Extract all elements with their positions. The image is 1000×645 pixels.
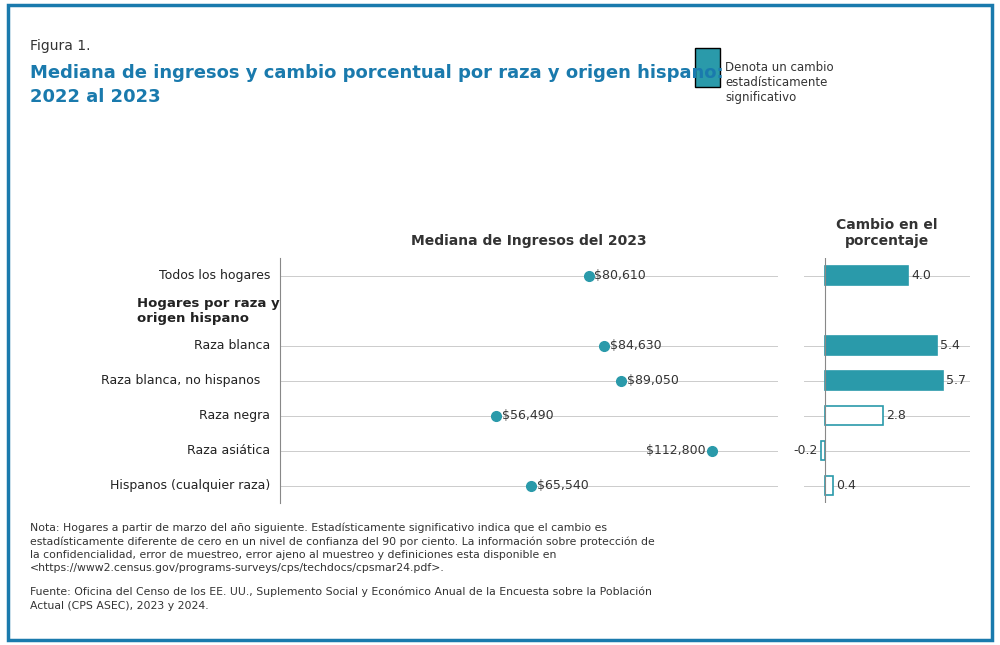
Text: Todos los hogares: Todos los hogares xyxy=(159,269,270,282)
Text: -0.2: -0.2 xyxy=(793,444,818,457)
Text: Raza blanca, no hispanos: Raza blanca, no hispanos xyxy=(101,374,260,387)
Text: Raza asiática: Raza asiática xyxy=(187,444,270,457)
Text: Mediana de ingresos y cambio porcentual por raza y origen hispano:
2022 al 2023: Mediana de ingresos y cambio porcentual … xyxy=(30,64,724,106)
Text: Hispanos (cualquier raza): Hispanos (cualquier raza) xyxy=(110,479,270,492)
Bar xyxy=(825,336,937,355)
Bar xyxy=(825,266,908,285)
Text: $56,490: $56,490 xyxy=(502,409,554,422)
Text: 2.8: 2.8 xyxy=(886,409,906,422)
Text: Mediana de Ingresos del 2023: Mediana de Ingresos del 2023 xyxy=(411,234,647,248)
Text: 4.0: 4.0 xyxy=(911,269,931,282)
Text: $89,050: $89,050 xyxy=(627,374,678,387)
Bar xyxy=(825,406,883,425)
Text: Figura 1.: Figura 1. xyxy=(30,39,90,53)
Bar xyxy=(825,476,833,495)
Text: 0.4: 0.4 xyxy=(836,479,856,492)
Text: Denota un cambio
estadísticamente
significativo: Denota un cambio estadísticamente signif… xyxy=(725,61,834,104)
Text: 5.7: 5.7 xyxy=(946,374,966,387)
Text: Hogares por raza y
origen hispano: Hogares por raza y origen hispano xyxy=(137,297,280,324)
Text: Nota: Hogares a partir de marzo del año siguiente. Estadísticamente significativ: Nota: Hogares a partir de marzo del año … xyxy=(30,522,655,573)
Text: $112,800: $112,800 xyxy=(646,444,706,457)
Text: Cambio en el
porcentaje: Cambio en el porcentaje xyxy=(836,218,938,248)
Text: 5.4: 5.4 xyxy=(940,339,960,352)
Text: $84,630: $84,630 xyxy=(610,339,661,352)
Text: Fuente: Oficina del Censo de los EE. UU., Suplemento Social y Económico Anual de: Fuente: Oficina del Censo de los EE. UU.… xyxy=(30,587,652,611)
Bar xyxy=(821,441,825,461)
Text: $65,540: $65,540 xyxy=(537,479,588,492)
Text: Raza blanca: Raza blanca xyxy=(194,339,270,352)
Text: $80,610: $80,610 xyxy=(594,269,646,282)
Text: Raza negra: Raza negra xyxy=(199,409,270,422)
Bar xyxy=(825,371,943,390)
